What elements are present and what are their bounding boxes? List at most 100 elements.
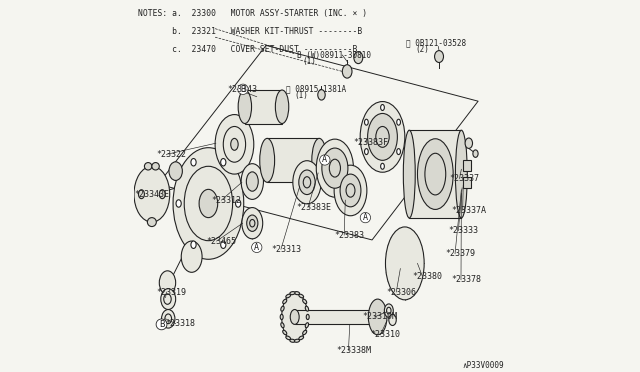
- Ellipse shape: [191, 158, 196, 166]
- Text: *23343: *23343: [227, 85, 257, 94]
- Text: B: B: [241, 85, 246, 94]
- Ellipse shape: [191, 241, 196, 248]
- Ellipse shape: [365, 119, 368, 125]
- Ellipse shape: [283, 330, 287, 335]
- Text: *23383E: *23383E: [296, 203, 331, 212]
- Ellipse shape: [161, 310, 175, 328]
- Ellipse shape: [231, 138, 238, 150]
- Ellipse shape: [340, 174, 361, 207]
- Ellipse shape: [290, 310, 299, 324]
- Text: *23333: *23333: [449, 226, 478, 235]
- Ellipse shape: [161, 289, 175, 310]
- Text: *23306: *23306: [386, 288, 416, 296]
- Ellipse shape: [360, 102, 405, 172]
- Ellipse shape: [283, 299, 287, 304]
- Ellipse shape: [152, 163, 159, 170]
- Text: B (W)08911-30810: B (W)08911-30810: [297, 51, 371, 60]
- Text: *23319: *23319: [156, 288, 186, 296]
- Ellipse shape: [159, 190, 165, 199]
- Ellipse shape: [367, 113, 397, 160]
- Bar: [245, 90, 282, 124]
- Ellipse shape: [286, 336, 291, 340]
- Ellipse shape: [334, 165, 367, 216]
- Ellipse shape: [246, 215, 258, 231]
- Ellipse shape: [290, 339, 295, 342]
- Ellipse shape: [221, 158, 226, 166]
- Ellipse shape: [473, 150, 478, 157]
- Ellipse shape: [238, 90, 252, 124]
- Text: b.  23321   WASHER KIT-THRUST --------B: b. 23321 WASHER KIT-THRUST --------B: [138, 27, 362, 36]
- Ellipse shape: [138, 190, 145, 199]
- Text: A: A: [254, 243, 259, 252]
- Text: (1): (1): [303, 57, 316, 66]
- Ellipse shape: [306, 314, 309, 320]
- Ellipse shape: [303, 299, 307, 304]
- Ellipse shape: [241, 164, 264, 199]
- Ellipse shape: [365, 149, 368, 155]
- Ellipse shape: [456, 130, 467, 218]
- Ellipse shape: [246, 172, 259, 191]
- Text: *23379: *23379: [445, 249, 475, 258]
- Ellipse shape: [286, 294, 291, 298]
- Bar: [410, 130, 461, 218]
- Text: *23465: *23465: [207, 237, 237, 246]
- Text: A: A: [323, 155, 327, 164]
- Ellipse shape: [294, 339, 300, 342]
- Ellipse shape: [281, 306, 284, 311]
- Ellipse shape: [282, 293, 308, 341]
- Text: c.  23470   COVER SET-DUST ----------B: c. 23470 COVER SET-DUST ----------B: [138, 45, 357, 54]
- Ellipse shape: [318, 90, 325, 100]
- Ellipse shape: [275, 90, 289, 124]
- Ellipse shape: [403, 130, 415, 218]
- Text: *23322: *23322: [156, 150, 186, 159]
- Text: *23380: *23380: [412, 272, 442, 280]
- Ellipse shape: [385, 304, 394, 317]
- Text: *23313: *23313: [271, 245, 301, 254]
- Ellipse shape: [299, 336, 303, 340]
- Ellipse shape: [176, 200, 181, 207]
- Ellipse shape: [465, 138, 472, 148]
- Text: B: B: [159, 320, 164, 329]
- Ellipse shape: [369, 299, 387, 335]
- Ellipse shape: [305, 323, 308, 328]
- Text: *23378: *23378: [451, 275, 481, 284]
- Text: *23383: *23383: [334, 231, 364, 240]
- Text: NOTES: a.  23300   MOTOR ASSY-STARTER (INC. × ): NOTES: a. 23300 MOTOR ASSY-STARTER (INC.…: [138, 9, 367, 18]
- Ellipse shape: [173, 148, 244, 259]
- Ellipse shape: [221, 241, 226, 248]
- Ellipse shape: [134, 166, 170, 222]
- Ellipse shape: [280, 314, 283, 320]
- Ellipse shape: [242, 208, 262, 239]
- Ellipse shape: [147, 218, 156, 227]
- Text: *23337A: *23337A: [451, 206, 486, 215]
- Ellipse shape: [316, 139, 353, 197]
- Text: *23319M: *23319M: [363, 312, 398, 321]
- Ellipse shape: [389, 314, 396, 326]
- Ellipse shape: [322, 148, 348, 188]
- Ellipse shape: [342, 65, 352, 78]
- Text: *23338M: *23338M: [337, 346, 372, 355]
- Ellipse shape: [435, 51, 444, 62]
- Text: Ⓝ 08915-1381A: Ⓝ 08915-1381A: [286, 85, 346, 94]
- Ellipse shape: [381, 163, 385, 169]
- Text: *23318: *23318: [166, 319, 196, 328]
- Ellipse shape: [236, 200, 241, 207]
- Ellipse shape: [303, 330, 307, 335]
- Ellipse shape: [181, 241, 202, 272]
- Ellipse shape: [281, 323, 284, 328]
- Text: *23383F: *23383F: [353, 138, 388, 147]
- Ellipse shape: [381, 105, 385, 110]
- Ellipse shape: [159, 271, 175, 295]
- Text: (2): (2): [415, 45, 429, 54]
- Ellipse shape: [215, 115, 254, 174]
- Text: A: A: [363, 213, 368, 222]
- Bar: [294, 310, 380, 324]
- Ellipse shape: [397, 119, 401, 125]
- Ellipse shape: [290, 292, 295, 295]
- Ellipse shape: [199, 189, 218, 218]
- Text: *23312: *23312: [211, 196, 241, 205]
- Polygon shape: [267, 138, 319, 182]
- Ellipse shape: [397, 149, 401, 155]
- Text: ∧P33V0009: ∧P33V0009: [463, 361, 504, 370]
- Ellipse shape: [417, 139, 453, 209]
